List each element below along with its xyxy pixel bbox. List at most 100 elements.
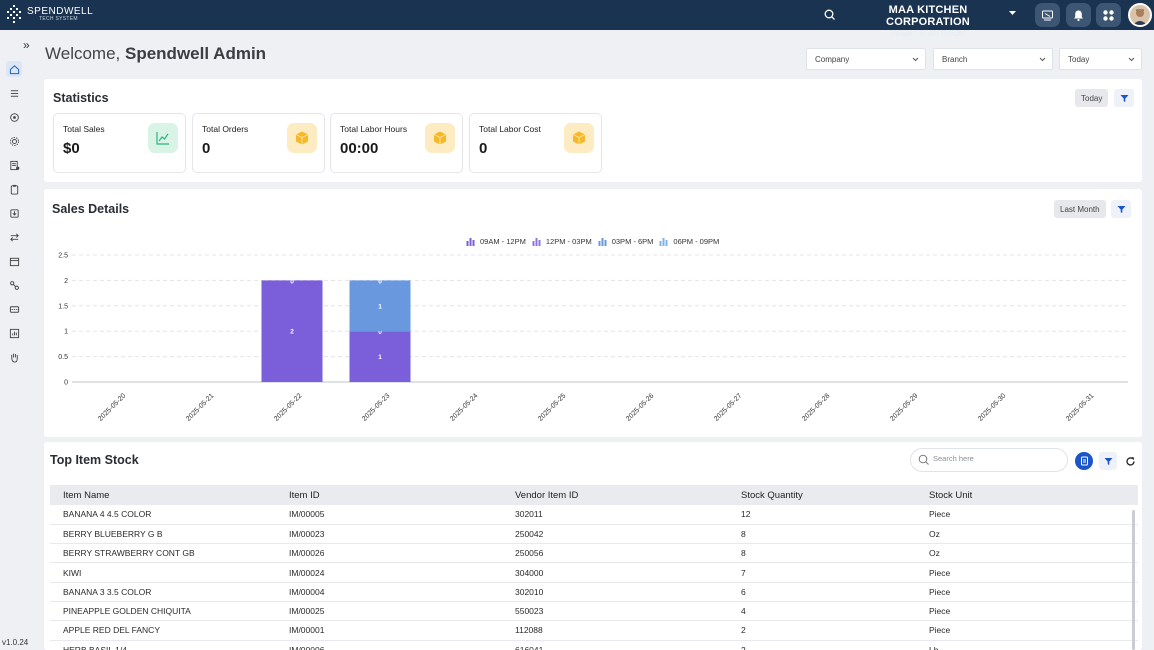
filter-icon <box>1117 205 1125 213</box>
search-icon[interactable] <box>823 8 837 22</box>
table-row[interactable]: APPLE RED DEL FANCY IM/00001 112088 2 Piece <box>50 620 1138 641</box>
chevron-down-icon <box>912 57 919 62</box>
stat-icon-badge <box>564 123 594 153</box>
sidebar-item-settings[interactable] <box>6 133 22 149</box>
bar-data-label: 1 <box>378 354 382 361</box>
sidebar-item-reports[interactable] <box>6 325 22 341</box>
statistics-filter-button[interactable] <box>1114 89 1134 107</box>
statistics-period-button[interactable]: Today <box>1075 89 1109 107</box>
legend-label: 12PM - 03PM <box>545 237 592 246</box>
box-icon <box>572 131 586 145</box>
column-header[interactable]: Item Name <box>50 485 276 505</box>
user-avatar[interactable] <box>1128 3 1152 27</box>
stock-filter-button[interactable] <box>1099 452 1117 470</box>
box-icon <box>433 131 447 145</box>
sidebar-item-tickets[interactable] <box>6 301 22 317</box>
sidebar-item-orders[interactable] <box>6 181 22 197</box>
date-select[interactable]: Today <box>1059 48 1142 70</box>
notifications-button[interactable] <box>1066 3 1091 27</box>
table-header-row: Item Name Item ID Vendor Item ID Stock Q… <box>50 485 1138 505</box>
legend-label: 09AM - 12PM <box>480 237 526 246</box>
sales-details-card: Sales Details Last Month <box>44 189 1142 437</box>
bar-segment <box>349 280 411 332</box>
column-header[interactable]: Item ID <box>276 485 502 505</box>
stock-quantity-cell: 4 <box>728 601 916 622</box>
bar-data-label: 0 <box>378 278 382 285</box>
stock-unit-cell: Piece <box>916 601 1138 622</box>
table-row[interactable]: BERRY BLUEBERRY G B IM/00023 250042 8 Oz <box>50 524 1138 545</box>
item-id-cell: IM/00004 <box>276 582 502 602</box>
sidebar-item-transfers[interactable] <box>6 229 22 245</box>
company-name: MAA KITCHEN CORPORATION <box>886 4 970 28</box>
stock-unit-cell: Piece <box>916 505 1138 525</box>
bar-chart-icon <box>659 238 668 246</box>
export-icon <box>1080 456 1088 466</box>
item-id-cell: IM/00001 <box>276 620 502 641</box>
refresh-button[interactable] <box>1121 452 1139 470</box>
branch-select-value: Branch <box>942 55 968 64</box>
item-name-cell: BERRY STRAWBERRY CONT GB <box>50 543 276 564</box>
sidebar-expand-icon[interactable]: » <box>23 38 30 52</box>
sales-filter-button[interactable] <box>1111 200 1131 218</box>
y-tick-label: 0.5 <box>58 354 68 361</box>
item-id-cell: IM/00024 <box>276 562 502 583</box>
stock-unit-cell: Piece <box>916 620 1138 641</box>
legend-item[interactable]: 09AM - 12PM <box>466 237 526 246</box>
sidebar-item-calendar[interactable] <box>6 253 22 269</box>
chevron-down-icon[interactable] <box>1008 10 1017 16</box>
x-tick-label: 2025-05-27 <box>713 392 743 422</box>
export-button[interactable] <box>1075 452 1093 470</box>
table-row[interactable]: HERB BASIL 1/4 IM/00006 616041 2 Lb <box>50 640 1138 650</box>
sidebar-item-receiving[interactable] <box>6 205 22 221</box>
apps-button[interactable] <box>1096 3 1121 27</box>
table-row[interactable]: PINEAPPLE GOLDEN CHIQUITA IM/00025 550023 4… <box>50 601 1138 622</box>
sales-period-button[interactable]: Last Month <box>1054 200 1106 218</box>
pos-button[interactable] <box>1035 3 1060 27</box>
vendor-item-id-cell: 550023 <box>502 601 728 622</box>
sidebar-item-invoices[interactable] <box>6 157 22 173</box>
item-id-cell: IM/00025 <box>276 601 502 622</box>
x-tick-label: 2025-05-26 <box>625 392 655 422</box>
legend-item[interactable]: 03PM - 6PM <box>598 237 653 246</box>
hand-icon <box>10 353 18 363</box>
stat-value: 00:00 <box>340 140 379 157</box>
stock-quantity-cell: 12 <box>728 505 916 525</box>
stat-icon-badge <box>148 123 178 153</box>
sidebar-item-hand[interactable] <box>6 349 22 365</box>
stock-search-input[interactable] <box>933 454 1058 463</box>
column-header[interactable]: Vendor Item ID <box>502 485 728 505</box>
brand-subtitle: TECH SYSTEM <box>39 15 78 22</box>
chevron-down-icon <box>1128 57 1135 62</box>
table-row[interactable]: BANANA 3 3.5 COLOR IM/00004 302010 6 Piece <box>50 582 1138 602</box>
x-tick-label: 2025-05-24 <box>449 392 479 422</box>
user-photo-icon <box>1130 5 1150 25</box>
sidebar-item-dashboard[interactable] <box>6 109 22 125</box>
stock-quantity-cell: 8 <box>728 524 916 545</box>
item-name-cell: PINEAPPLE GOLDEN CHIQUITA <box>50 601 276 622</box>
vendor-item-id-cell: 250056 <box>502 543 728 564</box>
sidebar-item-integrations[interactable] <box>6 277 22 293</box>
branch-select[interactable]: Branch <box>933 48 1053 70</box>
ticket-icon <box>9 305 19 313</box>
stock-unit-cell: Oz <box>916 524 1138 545</box>
column-header[interactable]: Stock Quantity <box>728 485 916 505</box>
stock-unit-cell: Piece <box>916 562 1138 583</box>
item-id-cell: IM/00023 <box>276 524 502 545</box>
company-switcher[interactable]: MAA KITCHEN CORPORATION Tampa - Bush Gar… <box>846 4 1010 38</box>
table-scrollbar[interactable] <box>1132 510 1135 650</box>
sidebar-item-home[interactable] <box>6 61 22 77</box>
brand-logo[interactable]: SPENDWELL TECH SYSTEM <box>4 4 93 24</box>
item-id-cell: IM/00026 <box>276 543 502 564</box>
bar-segment <box>349 331 411 382</box>
table-row[interactable]: BANANA 4 4.5 COLOR IM/00005 302011 12 Piece <box>50 505 1138 525</box>
sidebar-item-menu[interactable] <box>6 85 22 101</box>
column-header[interactable]: Stock Unit <box>916 485 1138 505</box>
legend-item[interactable]: 12PM - 03PM <box>532 237 592 246</box>
table-row[interactable]: KIWI IM/00024 304000 7 Piece <box>50 562 1138 583</box>
company-select[interactable]: Company <box>806 48 926 70</box>
table-row[interactable]: BERRY STRAWBERRY CONT GB IM/00026 250056 8 O… <box>50 543 1138 564</box>
legend-item[interactable]: 06PM - 09PM <box>659 237 719 246</box>
item-name-cell: KIWI <box>50 562 276 583</box>
y-tick-label: 2.5 <box>58 253 68 260</box>
welcome-heading: Welcome, Spendwell Admin <box>45 44 267 63</box>
